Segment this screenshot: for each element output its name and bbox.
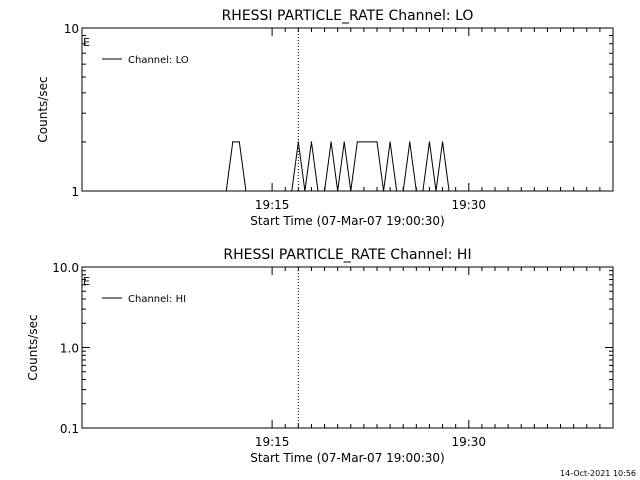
data-point (441, 141, 444, 143)
y-tick-label: 1.0 (60, 342, 79, 356)
event-marker-label: E (83, 36, 90, 49)
data-point (448, 190, 450, 192)
timestamp-label: 14-Oct-2021 10:56 (560, 469, 636, 478)
x-axis-label: Start Time (07-Mar-07 19:00:30) (250, 451, 444, 465)
x-tick-label: 19:30 (451, 198, 486, 212)
chart-title: RHESSI PARTICLE_RATE Channel: LO (222, 8, 474, 24)
y-tick-label: 10.0 (52, 261, 79, 275)
data-point (409, 141, 411, 143)
y-tick-label: 10 (64, 22, 79, 36)
y-tick-label: 0.1 (60, 422, 79, 436)
data-point (232, 141, 234, 143)
data-point (337, 190, 339, 192)
data-point (343, 141, 345, 143)
data-point (422, 190, 424, 192)
data-point (389, 141, 391, 143)
data-point (363, 141, 365, 143)
legend-entry: Channel: HI (128, 294, 186, 305)
data-point (350, 190, 352, 192)
data-point (310, 141, 313, 143)
y-axis-label: Counts/sec (36, 76, 50, 142)
plot-frame (81, 27, 614, 192)
data-point (376, 141, 378, 143)
x-tick-label: 19:15 (255, 198, 290, 212)
data-point (396, 190, 398, 192)
data-point (402, 190, 404, 192)
y-tick-label: 1 (71, 185, 79, 199)
chart-title: RHESSI PARTICLE_RATE Channel: HI (223, 247, 471, 263)
data-point (297, 141, 299, 143)
legend-entry: Channel: LO (128, 55, 189, 66)
data-point (323, 190, 326, 192)
data-point (369, 141, 372, 143)
data-point (415, 190, 417, 192)
data-point (304, 190, 306, 192)
x-tick-label: 19:15 (255, 435, 290, 449)
data-point (317, 190, 319, 192)
data-point (356, 141, 358, 143)
y-axis-label: Counts/sec (26, 314, 40, 380)
data-point (382, 190, 385, 192)
x-axis-label: Start Time (07-Mar-07 19:00:30) (250, 214, 444, 228)
x-tick-label: 19:30 (451, 435, 486, 449)
data-point (330, 141, 332, 143)
data-point (428, 141, 431, 143)
data-point (225, 190, 227, 192)
data-point (435, 190, 437, 192)
event-marker-label: E (83, 275, 90, 288)
data-point (238, 141, 240, 143)
data-point (245, 190, 247, 192)
data-point (291, 190, 293, 192)
